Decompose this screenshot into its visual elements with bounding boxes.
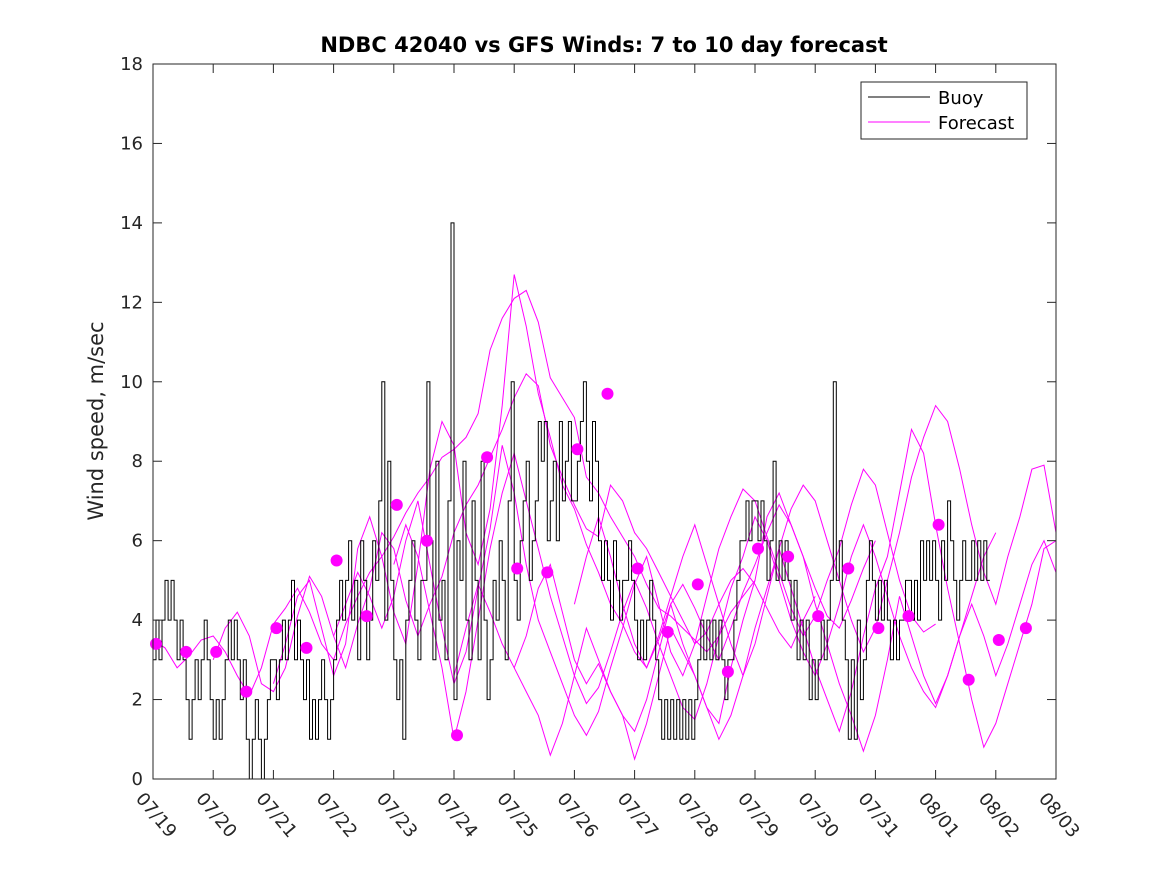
y-tick-label: 10 xyxy=(120,372,143,393)
legend-label-buoy: Buoy xyxy=(938,88,984,109)
forecast-marker xyxy=(902,610,915,623)
y-tick-label: 12 xyxy=(120,292,143,313)
forecast-marker xyxy=(541,566,554,579)
legend: Buoy Forecast xyxy=(860,81,1028,140)
legend-box xyxy=(860,81,1028,140)
forecast-marker xyxy=(481,451,494,464)
plot-background xyxy=(153,64,1056,779)
forecast-marker xyxy=(1019,622,1032,635)
forecast-marker xyxy=(150,637,162,650)
forecast-marker xyxy=(451,729,463,742)
x-tick-label: 07/19 xyxy=(131,789,180,842)
x-tick-label: 07/30 xyxy=(793,789,842,842)
buoy-line xyxy=(153,222,990,780)
forecast-marker xyxy=(842,562,855,575)
buoy-series xyxy=(153,222,990,780)
forecast-marker xyxy=(932,518,945,531)
y-tick-label: 4 xyxy=(132,610,143,631)
x-tick-label: 08/01 xyxy=(914,789,963,842)
forecast-marker xyxy=(420,534,433,547)
y-tick-label: 14 xyxy=(120,213,143,234)
x-tick-label: 07/25 xyxy=(492,789,541,842)
x-tick-label: 07/31 xyxy=(854,789,903,842)
forecast-line-6 xyxy=(453,427,1057,757)
x-tick-label: 07/22 xyxy=(312,789,361,842)
forecast-line-7 xyxy=(513,491,1057,761)
forecast-marker xyxy=(571,443,584,456)
forecast-marker xyxy=(691,578,704,591)
y-tick-label: 6 xyxy=(132,531,143,552)
x-tick-label: 07/29 xyxy=(733,789,782,842)
chart-title: NDBC 42040 vs GFS Winds: 7 to 10 day for… xyxy=(320,33,887,57)
forecast-marker xyxy=(752,542,764,555)
forecast-line-3 xyxy=(272,274,876,684)
x-tick-label: 07/27 xyxy=(613,789,662,842)
x-tick-label: 07/23 xyxy=(372,789,421,842)
forecast-marker xyxy=(240,685,253,698)
forecast-marker xyxy=(812,610,825,623)
forecast-marker xyxy=(661,626,674,638)
x-tick-label: 07/26 xyxy=(553,789,602,842)
forecast-marker xyxy=(270,622,283,635)
x-tick-label: 07/21 xyxy=(252,789,301,842)
forecast-marker xyxy=(631,562,644,575)
x-tick-label: 07/20 xyxy=(191,789,240,842)
forecast-marker xyxy=(511,562,524,575)
forecast-marker xyxy=(721,665,734,678)
forecast-marker xyxy=(180,645,193,658)
x-tick-label: 07/24 xyxy=(432,789,481,842)
forecast-marker xyxy=(872,622,885,635)
forecast-marker xyxy=(390,498,403,511)
y-axis-label: Wind speed, m/sec xyxy=(84,321,108,520)
forecast-marker xyxy=(300,641,313,654)
forecast-markers xyxy=(150,387,1032,742)
y-axis-ticks: 0 2 4 6 8 10 12 14 16 18 xyxy=(120,54,1056,790)
forecast-line-8 xyxy=(573,404,1057,678)
forecast-marker xyxy=(601,387,614,400)
y-tick-label: 2 xyxy=(132,690,143,711)
legend-label-forecast: Forecast xyxy=(938,113,1014,134)
forecast-marker xyxy=(782,550,795,563)
forecast-marker xyxy=(210,645,223,658)
y-tick-label: 0 xyxy=(132,769,143,790)
y-tick-label: 18 xyxy=(120,54,143,75)
forecast-marker xyxy=(962,673,975,686)
x-tick-label: 08/03 xyxy=(1034,789,1083,842)
forecast-marker xyxy=(360,610,373,623)
y-tick-label: 8 xyxy=(132,451,143,472)
plot-frame xyxy=(152,63,1057,780)
y-tick-label: 16 xyxy=(120,133,143,154)
x-tick-label: 07/28 xyxy=(673,789,722,842)
x-tick-label: 08/02 xyxy=(974,789,1023,842)
forecast-marker xyxy=(992,634,1005,646)
forecast-marker xyxy=(330,554,343,567)
